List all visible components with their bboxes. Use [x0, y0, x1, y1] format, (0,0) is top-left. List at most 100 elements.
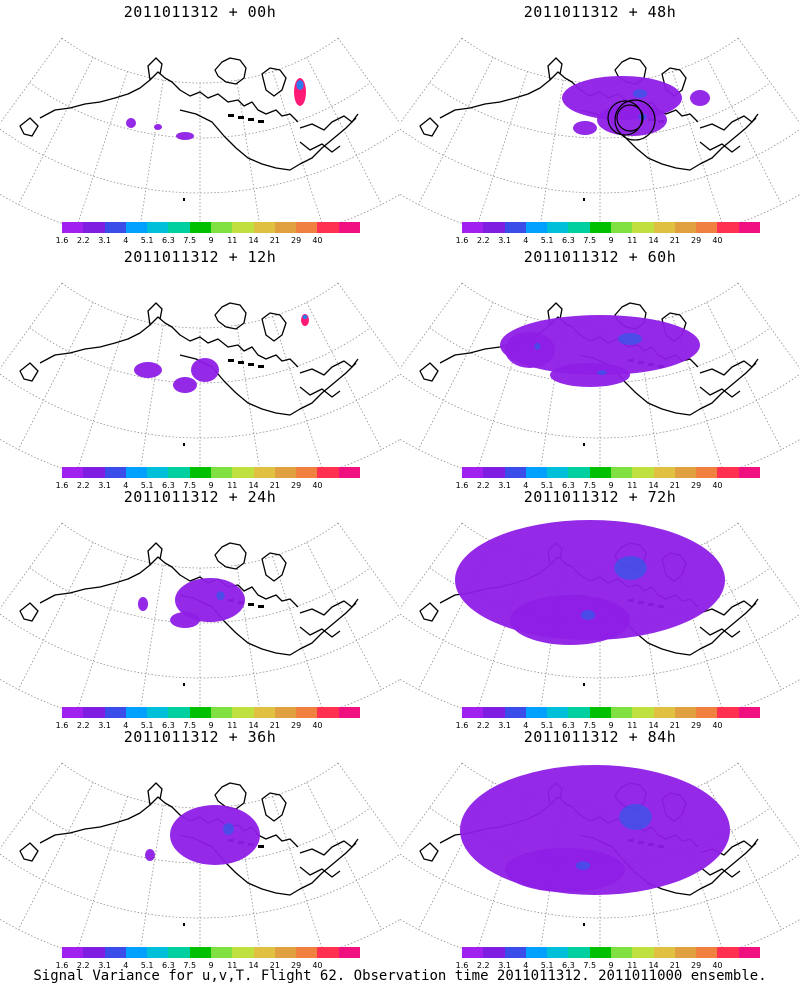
- colorbar-label: 6.3: [162, 236, 175, 245]
- colorbar-label: 5.1: [140, 721, 154, 730]
- colorbar-label: 3.1: [98, 236, 111, 245]
- colorbar-label: 3.1: [498, 481, 511, 490]
- meridian: [272, 556, 324, 714]
- colorbar-swatch: [104, 467, 126, 478]
- colorbar-label: 2.2: [476, 236, 490, 245]
- colorbar-label: 1.6: [55, 236, 69, 245]
- colorbar-swatch: [462, 947, 484, 958]
- colorbar-label: 14: [648, 721, 659, 730]
- meridian: [306, 57, 382, 205]
- latitude-circle: [29, 327, 371, 384]
- meridian: [706, 57, 782, 205]
- colorbar-label: 14: [648, 481, 659, 490]
- colorbar-swatch: [525, 707, 548, 718]
- coastline: [299, 598, 359, 616]
- meridian: [418, 542, 494, 690]
- colorbar-swatch: [147, 707, 169, 718]
- colorbar-labels: 1.6 2.2 3.1 4 5.1 6.3 7.5 9 11 14 21 29 40: [400, 721, 800, 731]
- coastline: [699, 626, 741, 638]
- colorbar-label: 6.3: [162, 961, 175, 970]
- variance-core: [216, 591, 225, 600]
- variance-map: [0, 762, 400, 958]
- island: [238, 116, 244, 119]
- colorbar-swatch: [62, 467, 84, 478]
- coastline: [147, 57, 163, 81]
- colorbar-label: 1.6: [455, 481, 469, 490]
- latitude-circle: [0, 613, 400, 679]
- variance-core: [618, 333, 642, 345]
- island: [583, 198, 585, 201]
- forecast-panel: 2011011312 + 12h 1.6 2.2 3.1 4 5.1 6.3 7.5 9 11 14…: [0, 245, 400, 490]
- coastline: [699, 358, 759, 376]
- colorbar: [62, 467, 360, 478]
- variance-core: [575, 861, 591, 870]
- colorbar-swatch: [253, 467, 275, 478]
- island: [183, 443, 185, 446]
- colorbar: [462, 222, 760, 233]
- variance-area: [597, 104, 667, 136]
- colorbar-swatch: [568, 707, 590, 718]
- latitude-circle: [0, 853, 400, 919]
- variance-core: [619, 804, 652, 830]
- meridian: [272, 316, 324, 474]
- colorbar-swatch: [674, 707, 697, 718]
- panel-title: 2011011312 + 00h: [123, 3, 277, 21]
- meridian: [138, 325, 164, 478]
- colorbar-swatch: [568, 947, 590, 958]
- meridian: [538, 805, 564, 958]
- colorbar-swatch: [568, 222, 590, 233]
- colorbar-swatch: [338, 467, 360, 478]
- variance-area: [170, 805, 260, 865]
- colorbar-swatch: [147, 947, 169, 958]
- variance-area: [145, 849, 155, 861]
- variance-area: [154, 124, 162, 130]
- island: [183, 683, 185, 686]
- colorbar-label: 9: [608, 721, 614, 730]
- colorbar-swatch: [296, 467, 318, 478]
- colorbar-label: 40: [712, 481, 723, 490]
- colorbar-swatch: [504, 222, 526, 233]
- colorbar-label: 3.1: [498, 721, 511, 730]
- meridian: [236, 565, 262, 718]
- colorbar-swatch: [589, 947, 611, 958]
- colorbar-label: 40: [712, 721, 723, 730]
- latitude-circle: [429, 82, 771, 139]
- meridian: [306, 302, 382, 450]
- colorbar-label: 2.2: [76, 481, 90, 490]
- colorbar-swatch: [296, 947, 318, 958]
- colorbar-label: 14: [248, 721, 259, 730]
- colorbar-swatch: [696, 467, 718, 478]
- colorbar-swatch: [504, 947, 526, 958]
- colorbar-label: 29: [291, 236, 302, 245]
- meridian: [18, 782, 94, 930]
- variance-core: [580, 610, 596, 620]
- colorbar-label: 21: [269, 721, 280, 730]
- colorbar-label: 2.2: [76, 721, 90, 730]
- colorbar-swatch: [462, 707, 484, 718]
- meridian: [538, 565, 564, 718]
- meridian: [18, 302, 94, 450]
- colorbar-labels: 1.6 2.2 3.1 4 5.1 6.3 7.5 9 11 14 21 29 40: [400, 481, 800, 491]
- colorbar-label: 2.2: [76, 961, 90, 970]
- colorbar-swatch: [210, 947, 233, 958]
- colorbar-swatch: [62, 947, 84, 958]
- colorbar-label: 5.1: [140, 236, 154, 245]
- forecast-panel: 2011011312 + 72h 1.6 2.2 3.1 4 5.1 6.3 7.5 9 11 14…: [400, 485, 800, 731]
- variance-area: [573, 121, 597, 135]
- latitude-circle: [61, 522, 339, 569]
- meridian: [18, 542, 94, 690]
- colorbar-swatch: [717, 222, 739, 233]
- variance-map: [400, 762, 800, 958]
- island: [258, 605, 264, 608]
- colorbar-label: 1.6: [455, 961, 469, 970]
- meridian: [337, 762, 400, 849]
- colorbar-swatch: [483, 947, 505, 958]
- colorbar-swatch: [338, 222, 360, 233]
- colorbar-labels: 1.6 2.2 3.1 4 5.1 6.3 7.5 9 11 14 21 29 40: [0, 721, 400, 731]
- latitude-circle: [400, 128, 800, 194]
- colorbar-swatch: [717, 707, 739, 718]
- colorbar-label: 4: [523, 236, 529, 245]
- observation-ring: [616, 104, 644, 132]
- colorbar-swatch: [610, 707, 633, 718]
- island: [228, 359, 234, 362]
